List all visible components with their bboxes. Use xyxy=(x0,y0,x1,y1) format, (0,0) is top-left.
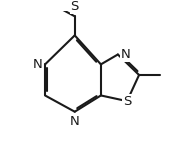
Text: N: N xyxy=(121,48,130,61)
Text: N: N xyxy=(33,58,42,71)
Text: S: S xyxy=(123,95,131,108)
Text: N: N xyxy=(70,115,80,128)
Text: S: S xyxy=(71,0,79,14)
